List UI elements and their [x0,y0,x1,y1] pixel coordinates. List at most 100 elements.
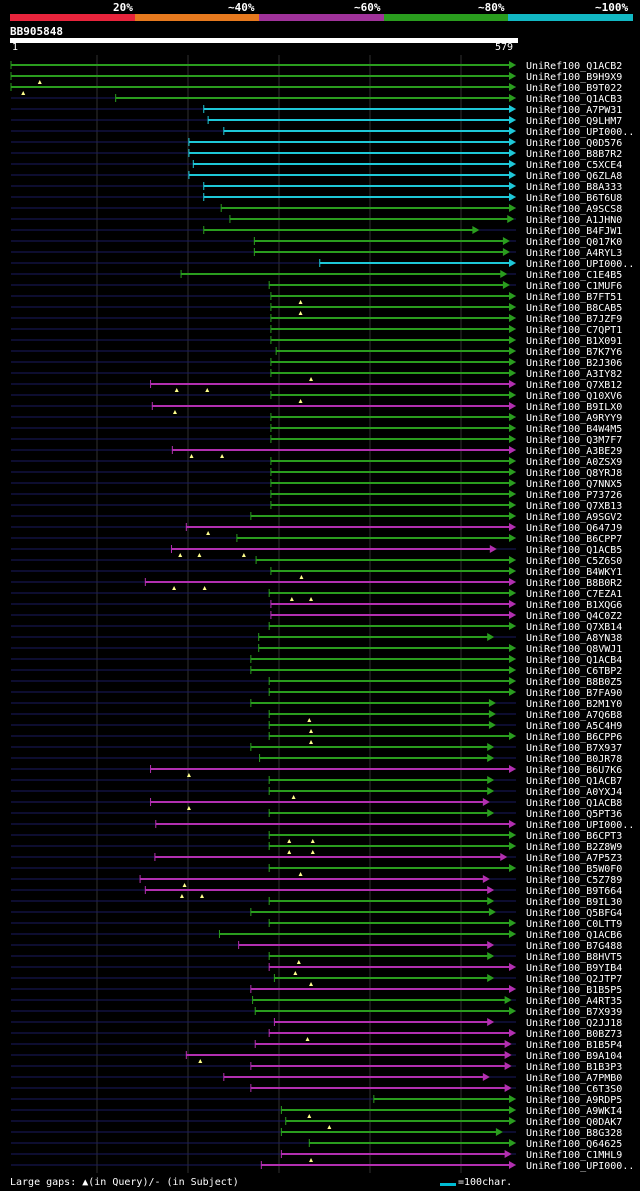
hit-row[interactable]: UniRef100_Q1ACB6 [11,930,622,941]
hit-label[interactable]: UniRef100_Q0D576 [526,138,622,149]
hit-row[interactable]: UniRef100_C6TBP2 [11,666,622,677]
hit-row[interactable]: UniRef100_B9IL30 [11,897,622,908]
hit-label[interactable]: UniRef100_B2M1Y0 [526,699,622,710]
hit-label[interactable]: UniRef100_B8G328 [526,1128,622,1139]
hit-label[interactable]: UniRef100_Q3M7F7 [526,435,622,446]
hit-label[interactable]: UniRef100_Q64625 [526,1139,622,1150]
hit-label[interactable]: UniRef100_UPI000.. [526,127,634,138]
hit-row[interactable]: UniRef100_B7K7Y6 [11,347,622,358]
hit-label[interactable]: UniRef100_B9H9X9 [526,72,622,83]
hit-row[interactable]: UniRef100_B7JZF9 [11,314,622,325]
hit-row[interactable]: UniRef100_B1X091 [11,336,622,347]
hit-row[interactable]: UniRef100_A9SCS8 [11,204,622,215]
hit-row[interactable]: UniRef100_B9YIB4 [11,963,622,975]
hit-row[interactable]: UniRef100_B2M1Y0 [11,699,622,710]
hit-row[interactable]: UniRef100_Q1ACB5 [11,545,622,557]
hit-row[interactable]: UniRef100_A1JHN0 [11,215,622,226]
hit-label[interactable]: UniRef100_Q5BFG4 [526,908,622,919]
hit-row[interactable]: UniRef100_Q8YRJ8 [11,468,622,479]
hit-label[interactable]: UniRef100_B8B0R2 [526,578,622,589]
hit-label[interactable]: UniRef100_A0YXJ4 [526,787,622,798]
hit-label[interactable]: UniRef100_Q0DAK7 [526,1117,622,1128]
hit-label[interactable]: UniRef100_C1E4B5 [526,270,622,281]
hit-row[interactable]: UniRef100_UPI000.. [11,127,634,138]
hit-row[interactable]: UniRef100_B0JR78 [11,754,622,765]
hit-row[interactable]: UniRef100_A5C4H9 [11,721,622,733]
hit-label[interactable]: UniRef100_Q2JTP7 [526,974,622,985]
hit-label[interactable]: UniRef100_B8CAB5 [526,303,622,314]
hit-row[interactable]: UniRef100_Q7NNX5 [11,479,622,490]
hit-row[interactable]: UniRef100_C0LTT9 [11,919,622,930]
hit-label[interactable]: UniRef100_B2Z8W9 [526,842,622,853]
hit-row[interactable]: UniRef100_Q647J9 [11,523,622,535]
hit-label[interactable]: UniRef100_A9SGV2 [526,512,622,523]
hit-row[interactable]: UniRef100_B9T022 [10,83,622,95]
hit-row[interactable]: UniRef100_A4RT35 [11,996,622,1007]
hit-row[interactable]: UniRef100_B1B5P4 [11,1040,622,1051]
hit-label[interactable]: UniRef100_A9SCS8 [526,204,622,215]
hit-row[interactable]: UniRef100_B4WKY1 [11,567,622,579]
hit-label[interactable]: UniRef100_B0BZ73 [526,1029,622,1040]
hit-row[interactable]: UniRef100_A9RDP5 [11,1095,622,1106]
hit-label[interactable]: UniRef100_B6CPT3 [526,831,622,842]
hit-row[interactable]: UniRef100_A0ZSX9 [11,457,622,468]
hit-label[interactable]: UniRef100_C5XCE4 [526,160,622,171]
hit-row[interactable]: UniRef100_Q5BFG4 [11,908,622,919]
hit-row[interactable]: UniRef100_A7Q6B8 [11,710,622,722]
hit-row[interactable]: UniRef100_A9WKI4 [11,1106,622,1118]
hit-row[interactable]: UniRef100_B8B0R2 [11,578,622,590]
hit-label[interactable]: UniRef100_B7G488 [526,941,622,952]
hit-row[interactable]: UniRef100_C5Z789 [11,875,622,887]
hit-row[interactable]: UniRef100_Q1ACB4 [11,655,622,666]
hit-label[interactable]: UniRef100_Q4C0Z2 [526,611,622,622]
hit-row[interactable]: UniRef100_B4FJW1 [11,226,622,237]
hit-row[interactable]: UniRef100_B2Z8W9 [11,842,622,854]
hit-label[interactable]: UniRef100_Q7XB14 [526,622,622,633]
hit-label[interactable]: UniRef100_A1JHN0 [526,215,622,226]
hit-label[interactable]: UniRef100_B4WKY1 [526,567,622,578]
hit-row[interactable]: UniRef100_A3IY82 [11,369,622,381]
hit-label[interactable]: UniRef100_B8A333 [526,182,622,193]
hit-label[interactable]: UniRef100_C7QPT1 [526,325,622,336]
hit-row[interactable]: UniRef100_A9SGV2 [11,512,622,523]
hit-row[interactable]: UniRef100_B9A104 [11,1051,622,1063]
hit-row[interactable]: UniRef100_Q7XB13 [11,501,622,512]
hit-label[interactable]: UniRef100_Q9LHM7 [526,116,622,127]
hit-label[interactable]: UniRef100_B1X091 [526,336,622,347]
hit-row[interactable]: UniRef100_B4W4M5 [11,424,622,435]
hit-row[interactable]: UniRef100_C6T3S0 [11,1084,622,1095]
hit-label[interactable]: UniRef100_UPI000.. [526,1161,634,1172]
hit-row[interactable]: UniRef100_UPI000.. [11,259,634,270]
hit-row[interactable]: UniRef100_C1MUF6 [11,281,622,292]
hit-label[interactable]: UniRef100_Q5PT36 [526,809,622,820]
hit-label[interactable]: UniRef100_Q10XV6 [526,391,622,402]
hit-row[interactable]: UniRef100_B8B7R2 [11,149,622,160]
hit-label[interactable]: UniRef100_C1MHL9 [526,1150,622,1161]
hit-row[interactable]: UniRef100_C7QPT1 [11,325,622,336]
hit-row[interactable]: UniRef100_UPI000.. [11,820,634,831]
hit-row[interactable]: UniRef100_Q6ZLA8 [11,171,622,182]
hit-label[interactable]: UniRef100_Q2JJ18 [526,1018,622,1029]
hit-label[interactable]: UniRef100_A7PW31 [526,105,622,116]
hit-label[interactable]: UniRef100_C6T3S0 [526,1084,622,1095]
hit-row[interactable]: UniRef100_B9T664 [11,886,622,898]
hit-row[interactable]: UniRef100_Q0D576 [11,138,622,149]
hit-row[interactable]: UniRef100_A8YN38 [11,633,622,644]
hit-label[interactable]: UniRef100_B7JZF9 [526,314,622,325]
hit-label[interactable]: UniRef100_A7P5Z3 [526,853,622,864]
hit-label[interactable]: UniRef100_Q1ACB5 [526,545,622,556]
hit-label[interactable]: UniRef100_A7Q6B8 [526,710,622,721]
hit-row[interactable]: UniRef100_A7P5Z3 [11,853,622,864]
hit-row[interactable]: UniRef100_C1MHL9 [11,1150,622,1162]
hit-label[interactable]: UniRef100_B7FA90 [526,688,622,699]
hit-row[interactable]: UniRef100_A7PW31 [11,105,622,116]
hit-label[interactable]: UniRef100_B6U7K6 [526,765,622,776]
hit-row[interactable]: UniRef100_B7FA90 [11,688,622,699]
hit-row[interactable]: UniRef100_UPI000.. [11,1161,634,1172]
hit-label[interactable]: UniRef100_A0ZSX9 [526,457,622,468]
hit-row[interactable]: UniRef100_B8A333 [11,182,622,193]
hit-row[interactable]: UniRef100_C5XCE4 [11,160,622,171]
hit-label[interactable]: UniRef100_B7K7Y6 [526,347,622,358]
hit-row[interactable]: UniRef100_Q9LHM7 [11,116,622,127]
hit-row[interactable]: UniRef100_B7G488 [11,941,622,952]
